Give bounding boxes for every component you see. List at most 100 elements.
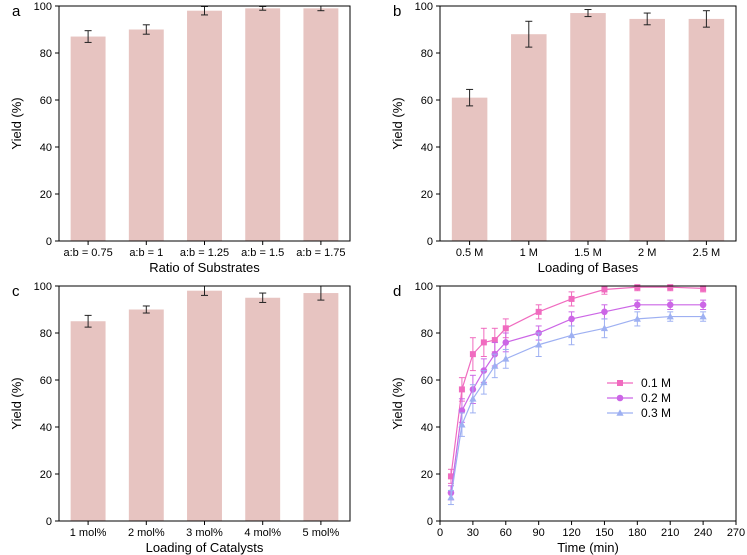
x-tick-label: 90 xyxy=(533,527,545,539)
x-tick-label: 150 xyxy=(595,527,613,539)
data-point xyxy=(634,301,641,309)
panel-label-d: d xyxy=(393,283,401,300)
x-tick-label: a:b = 0.75 xyxy=(63,247,112,259)
axes-frame xyxy=(439,5,737,242)
x-axis-label: Time (min) xyxy=(557,540,619,555)
data-point xyxy=(634,284,641,291)
data-point xyxy=(491,362,499,369)
x-tick-label: 240 xyxy=(694,527,712,539)
bar xyxy=(688,18,725,241)
data-point xyxy=(601,308,608,316)
series-0-3-M xyxy=(447,311,707,506)
data-point xyxy=(458,407,466,414)
y-tick-label: 100 xyxy=(34,1,52,13)
y-tick-label: 100 xyxy=(415,281,433,293)
data-point xyxy=(469,395,477,402)
panel-d: d 0 20 40 60 80 100 Yield (%) Time (min) 0 30 60 90 1… xyxy=(390,281,745,555)
x-tick-label: 5 mol% xyxy=(303,527,340,539)
data-point xyxy=(699,312,707,320)
legend-marker xyxy=(616,394,624,402)
x-tick-label: a:b = 1.75 xyxy=(296,247,345,259)
panel-b: b 0 20 40 60 80 100 Yield (%) Loading of Bases 0.… xyxy=(390,1,737,275)
y-tick-label: 0 xyxy=(46,516,52,528)
y-axis-label: Yield (%) xyxy=(390,377,405,429)
y-tick-label: 80 xyxy=(421,48,433,60)
y-tick-label: 40 xyxy=(421,422,433,434)
y-axis-label: Yield (%) xyxy=(9,97,24,149)
x-tick-label: 60 xyxy=(500,527,512,539)
x-tick-label: 0 xyxy=(437,527,443,539)
data-point xyxy=(699,301,707,309)
legend-label: 0.3 M xyxy=(641,406,671,420)
bar xyxy=(245,297,281,521)
y-tick-label: 40 xyxy=(40,142,52,154)
data-point xyxy=(667,284,674,291)
legend: 0.1 M0.2 M0.3 M xyxy=(607,376,671,420)
y-tick-label: 60 xyxy=(40,375,52,387)
x-tick-label: 210 xyxy=(661,527,679,539)
legend-label: 0.2 M xyxy=(641,391,671,405)
y-tick-label: 60 xyxy=(40,95,52,107)
data-point xyxy=(502,325,509,332)
panel-label-b: b xyxy=(393,3,401,20)
panel-label-c: c xyxy=(12,283,20,300)
x-tick-label: 180 xyxy=(628,527,646,539)
panel-label-a: a xyxy=(12,3,21,20)
legend-marker xyxy=(617,380,623,386)
x-tick-label: 4 mol% xyxy=(244,527,281,539)
bar xyxy=(570,13,606,241)
data-point xyxy=(666,301,674,309)
y-tick-label: 60 xyxy=(421,95,433,107)
x-tick-label: 0.5 M xyxy=(456,247,484,259)
y-tick-label: 20 xyxy=(40,189,52,201)
data-point xyxy=(568,295,575,302)
series-0-1-M xyxy=(447,284,707,484)
y-tick-label: 20 xyxy=(421,469,433,481)
y-tick-label: 80 xyxy=(40,48,52,60)
y-tick-label: 20 xyxy=(421,189,433,201)
data-point xyxy=(535,308,542,315)
x-tick-label: 30 xyxy=(467,527,479,539)
data-point xyxy=(447,493,455,501)
y-tick-label: 0 xyxy=(46,236,52,248)
y-tick-label: 40 xyxy=(40,422,52,434)
x-tick-label: 1 mol% xyxy=(70,527,107,539)
bar xyxy=(70,321,106,521)
bar xyxy=(303,8,339,241)
x-tick-label: 120 xyxy=(562,527,580,539)
bar xyxy=(303,293,339,521)
x-tick-label: 3 mol% xyxy=(186,527,223,539)
y-tick-label: 100 xyxy=(415,1,433,13)
y-tick-label: 0 xyxy=(427,516,433,528)
data-point xyxy=(491,337,498,344)
x-tick-label: a:b = 1 xyxy=(129,247,163,259)
data-point xyxy=(700,285,707,292)
axes-frame xyxy=(58,5,351,242)
axes-frame xyxy=(439,285,737,522)
y-axis-label: Yield (%) xyxy=(9,377,24,429)
data-point xyxy=(502,355,510,362)
data-point xyxy=(458,420,466,428)
data-point xyxy=(567,331,576,339)
y-tick-label: 100 xyxy=(34,281,52,293)
x-tick-label: 1 M xyxy=(520,247,538,259)
y-tick-label: 0 xyxy=(427,236,433,248)
bar xyxy=(128,29,164,241)
data-point xyxy=(480,339,487,346)
x-tick-label: 2 M xyxy=(638,247,656,259)
data-point xyxy=(535,340,543,348)
data-point xyxy=(469,351,476,358)
series-line xyxy=(450,286,704,477)
x-tick-label: 2 mol% xyxy=(128,527,165,539)
y-tick-label: 40 xyxy=(421,142,433,154)
series-line xyxy=(450,315,704,498)
x-tick-label: a:b = 1.25 xyxy=(180,247,229,259)
y-tick-label: 60 xyxy=(421,375,433,387)
data-point xyxy=(666,312,674,320)
data-point xyxy=(601,286,608,293)
series-line xyxy=(450,304,704,493)
bar xyxy=(187,290,222,521)
x-axis-label: Loading of Bases xyxy=(538,260,639,275)
data-point xyxy=(568,315,575,323)
